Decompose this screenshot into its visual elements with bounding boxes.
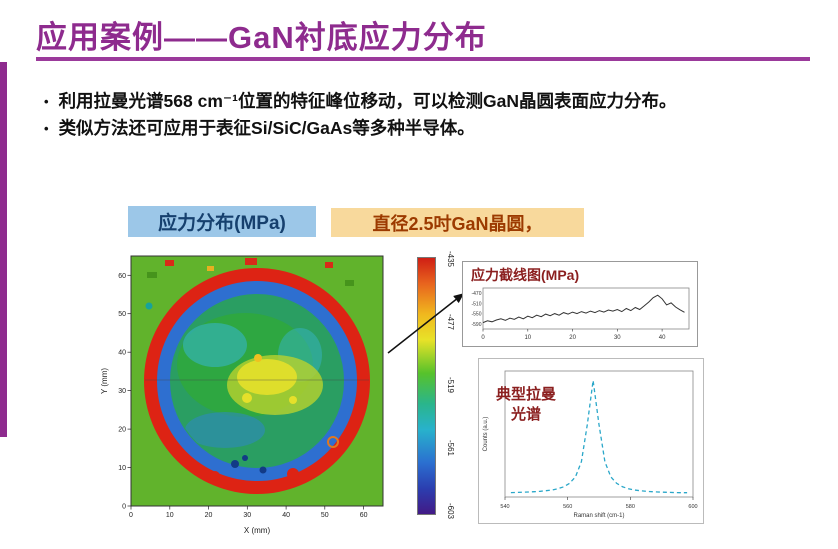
svg-text:10: 10 bbox=[118, 465, 126, 472]
y-axis-label: Y (mm) bbox=[100, 368, 109, 394]
bullet-text: 类似方法还可应用于表征Si/SiC/GaAs等多种半导体。 bbox=[58, 118, 475, 138]
bullet-marker-icon: • bbox=[44, 121, 49, 136]
svg-text:60: 60 bbox=[118, 273, 126, 280]
colorbar-tick: -561 bbox=[446, 439, 455, 456]
svg-text:580: 580 bbox=[626, 504, 635, 510]
marker-circle bbox=[327, 436, 339, 448]
bullet-item: • 利用拉曼光谱568 cm⁻¹位置的特征峰位移动，可以检测GaN晶圆表面应力分… bbox=[44, 88, 824, 115]
colorbar-tick: -519 bbox=[446, 376, 455, 393]
raman-plot: 540 560 580 600 Raman shift (cm-1) Count… bbox=[483, 370, 698, 519]
svg-text:20: 20 bbox=[205, 512, 213, 519]
wafer-map bbox=[130, 255, 384, 507]
bullet-text: 利用拉曼光谱568 cm⁻¹位置的特征峰位移动，可以检测GaN晶圆表面应力分布。 bbox=[58, 91, 677, 111]
svg-text:-550: -550 bbox=[471, 312, 481, 318]
svg-text:20: 20 bbox=[569, 335, 576, 341]
raman-label: 典型拉曼光谱 bbox=[495, 386, 556, 423]
svg-text:0: 0 bbox=[122, 504, 126, 511]
raman-x-axis-label: Raman shift (cm-1) bbox=[573, 513, 624, 519]
colorbar bbox=[417, 257, 436, 515]
svg-text:60: 60 bbox=[360, 512, 368, 519]
stress-map-label: 应力分布(MPa) bbox=[128, 206, 316, 237]
raman-line-series bbox=[510, 380, 688, 494]
colorbar-tick: -435 bbox=[446, 250, 455, 267]
svg-text:-590: -590 bbox=[471, 322, 481, 328]
profile-y-axis: -470 -510 -550 -590 bbox=[471, 291, 481, 328]
raman-spectrum-chart: 540 560 580 600 Raman shift (cm-1) Count… bbox=[478, 358, 704, 524]
svg-text:50: 50 bbox=[118, 311, 126, 318]
profile-line-series bbox=[482, 294, 685, 324]
svg-text:0: 0 bbox=[129, 512, 133, 519]
svg-text:30: 30 bbox=[614, 335, 621, 341]
bullet-list: • 利用拉曼光谱568 cm⁻¹位置的特征峰位移动，可以检测GaN晶圆表面应力分… bbox=[44, 88, 824, 142]
svg-text:10: 10 bbox=[524, 335, 531, 341]
colorbar-tick: -603 bbox=[446, 502, 455, 519]
profile-plot: 0 10 20 30 40 -470 -510 -550 -590 bbox=[471, 287, 690, 341]
svg-text:-510: -510 bbox=[471, 301, 481, 307]
svg-text:600: 600 bbox=[688, 504, 697, 510]
profile-x-axis: 0 10 20 30 40 bbox=[481, 329, 666, 341]
svg-text:30: 30 bbox=[243, 512, 251, 519]
wafer-info-label: 直径2.5吋GaN晶圆， bbox=[331, 208, 584, 237]
svg-text:560: 560 bbox=[563, 504, 572, 510]
svg-text:50: 50 bbox=[321, 512, 329, 519]
svg-text:10: 10 bbox=[166, 512, 174, 519]
raman-y-axis-label: Counts (a.u.) bbox=[483, 417, 489, 452]
title-underline bbox=[36, 57, 810, 61]
svg-text:0: 0 bbox=[481, 335, 485, 341]
x-axis-label: X (mm) bbox=[244, 526, 271, 535]
left-accent-bar bbox=[0, 62, 7, 437]
annotation-arrow bbox=[387, 293, 465, 354]
svg-text:20: 20 bbox=[118, 427, 126, 434]
svg-text:540: 540 bbox=[500, 504, 509, 510]
profile-chart-title: 应力截线图(MPa) bbox=[471, 267, 580, 283]
page-title: 应用案例——GaN衬底应力分布 bbox=[36, 20, 487, 55]
svg-text:40: 40 bbox=[659, 335, 666, 341]
stress-heatmap: 0 10 20 30 40 50 60 X (mm) 0 10 20 30 40… bbox=[100, 255, 384, 535]
svg-text:-470: -470 bbox=[471, 291, 481, 297]
svg-text:40: 40 bbox=[282, 512, 290, 519]
y-axis: 0 10 20 30 40 50 60 Y (mm) bbox=[100, 273, 131, 511]
svg-text:40: 40 bbox=[118, 350, 126, 357]
raman-x-axis: 540 560 580 600 Raman shift (cm-1) bbox=[500, 497, 698, 519]
svg-text:30: 30 bbox=[118, 388, 126, 395]
x-axis: 0 10 20 30 40 50 60 X (mm) bbox=[129, 506, 368, 535]
bullet-marker-icon: • bbox=[44, 94, 49, 109]
bullet-item: • 类似方法还可应用于表征Si/SiC/GaAs等多种半导体。 bbox=[44, 115, 824, 142]
stress-profile-chart: 应力截线图(MPa) 0 10 20 30 40 -470 -510 -550 … bbox=[462, 261, 698, 347]
